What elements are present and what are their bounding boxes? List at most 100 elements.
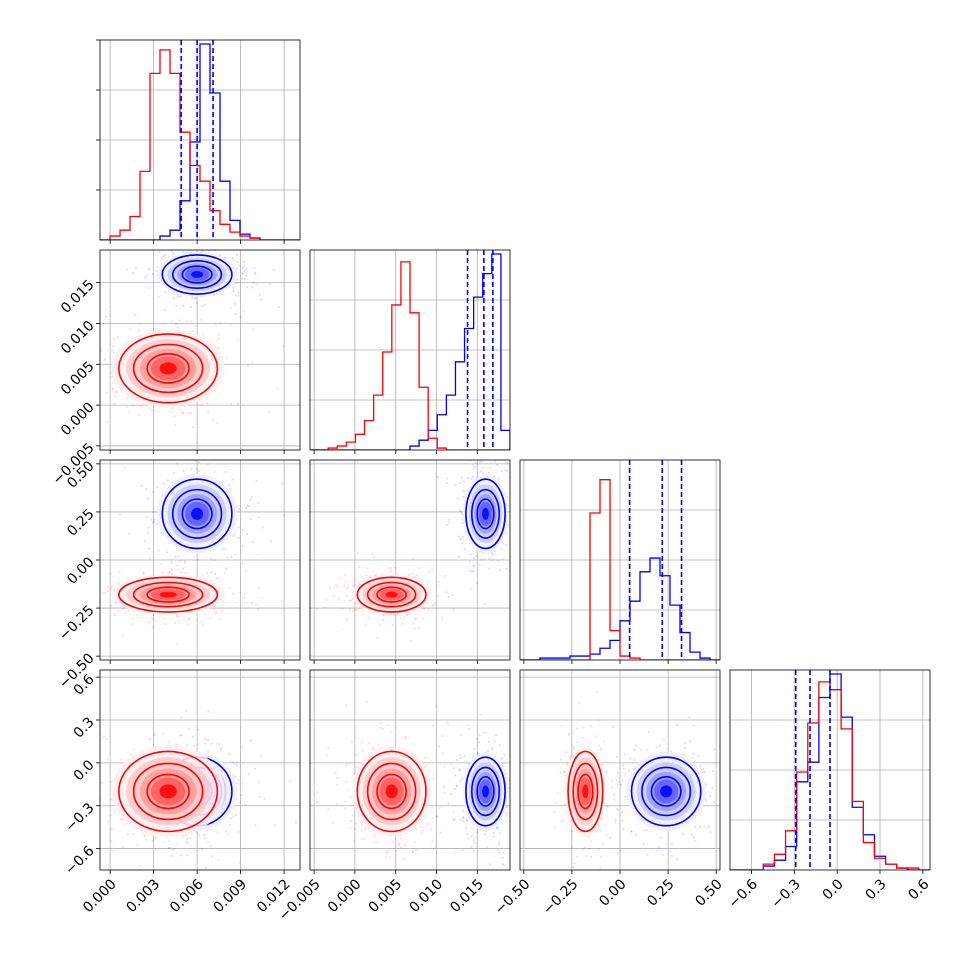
sample-point: [461, 521, 464, 524]
sample-point: [467, 762, 470, 765]
sample-point: [282, 344, 285, 347]
sample-point: [173, 415, 176, 418]
sample-point: [568, 757, 571, 760]
sample-point: [170, 854, 173, 857]
sample-point: [118, 513, 122, 516]
sample-point: [170, 250, 173, 252]
sample-point: [486, 846, 489, 849]
sample-point: [690, 833, 694, 836]
sample-point: [139, 405, 143, 408]
sample-point: [245, 274, 248, 277]
sample-point: [144, 835, 147, 838]
sample-point: [113, 403, 117, 406]
sample-point: [144, 838, 148, 841]
sample-point: [460, 476, 464, 479]
sample-point: [458, 768, 461, 771]
sample-point: [682, 753, 686, 756]
sample-point: [498, 743, 501, 747]
sample-point: [505, 532, 508, 535]
sample-point: [584, 870, 586, 872]
sample-point: [500, 470, 503, 473]
sample-point: [200, 305, 203, 308]
sample-point: [483, 731, 486, 734]
sample-point: [216, 831, 219, 834]
sample-point: [630, 830, 633, 833]
sample-point: [599, 866, 602, 869]
sample-point: [180, 734, 183, 737]
sample-point: [162, 840, 165, 844]
sample-point: [213, 559, 216, 562]
sample-point: [173, 471, 176, 474]
sample-point: [345, 618, 349, 621]
sample-point: [142, 571, 145, 574]
sample-point: [621, 764, 625, 767]
sample-point: [147, 526, 150, 529]
sample-point: [215, 743, 218, 746]
sample-point: [110, 584, 114, 588]
sample-point: [563, 770, 566, 773]
sample-point: [162, 322, 165, 325]
sample-point: [147, 268, 151, 271]
sample-point: [182, 412, 185, 415]
sample-point: [563, 771, 566, 774]
sample-point: [474, 461, 477, 465]
sample-point: [315, 608, 319, 611]
sample-point: [431, 817, 434, 820]
sample-point: [343, 573, 347, 576]
sample-point: [244, 506, 248, 510]
y-tick-label: 0.00: [64, 554, 97, 587]
sample-point: [132, 404, 135, 407]
sample-point: [361, 613, 364, 616]
sample-point: [472, 570, 475, 573]
sample-point: [460, 537, 463, 540]
sample-point: [241, 272, 245, 275]
sample-point: [204, 454, 206, 456]
sample-point: [213, 250, 216, 252]
sample-point: [376, 636, 379, 640]
sample-point: [143, 276, 146, 279]
sample-point: [614, 818, 617, 821]
panel-frame: [309, 669, 511, 871]
panel-p1-p0: [96, 249, 301, 454]
sample-point: [599, 748, 602, 752]
sample-point: [195, 467, 198, 471]
sample-point: [504, 543, 508, 546]
sample-point: [453, 767, 456, 770]
panel-area: [100, 40, 300, 240]
sample-point: [374, 833, 377, 837]
sample-point: [711, 786, 714, 790]
sample-point: [608, 836, 611, 839]
sample-point: [101, 591, 104, 594]
sample-point: [223, 572, 226, 575]
sample-point: [669, 850, 672, 853]
sample-point: [493, 550, 496, 553]
sample-point: [400, 846, 403, 849]
sample-point: [445, 721, 449, 724]
sample-point: [176, 615, 179, 619]
sample-point: [500, 758, 503, 761]
sample-point: [174, 622, 177, 625]
sample-point: [188, 727, 191, 730]
sample-point: [244, 267, 247, 271]
sample-point: [512, 526, 514, 528]
sample-point: [176, 614, 179, 617]
sample-point: [164, 291, 167, 294]
sample-point: [167, 741, 170, 744]
sample-point: [341, 607, 344, 611]
sample-point: [505, 567, 508, 571]
sample-point: [352, 839, 356, 843]
sample-point: [344, 800, 347, 803]
x-tick-label: 0.00: [596, 876, 629, 909]
sample-point: [224, 830, 227, 833]
panel-p3-p2: [519, 669, 721, 874]
sample-point: [571, 865, 574, 869]
sample-point: [496, 826, 499, 829]
sample-point: [420, 832, 423, 835]
sample-point: [157, 410, 160, 413]
sample-point: [110, 780, 113, 783]
sample-point: [479, 460, 482, 464]
sample-point: [180, 571, 183, 574]
sample-point: [140, 485, 143, 488]
sample-point: [229, 817, 232, 820]
sample-point: [345, 762, 349, 765]
